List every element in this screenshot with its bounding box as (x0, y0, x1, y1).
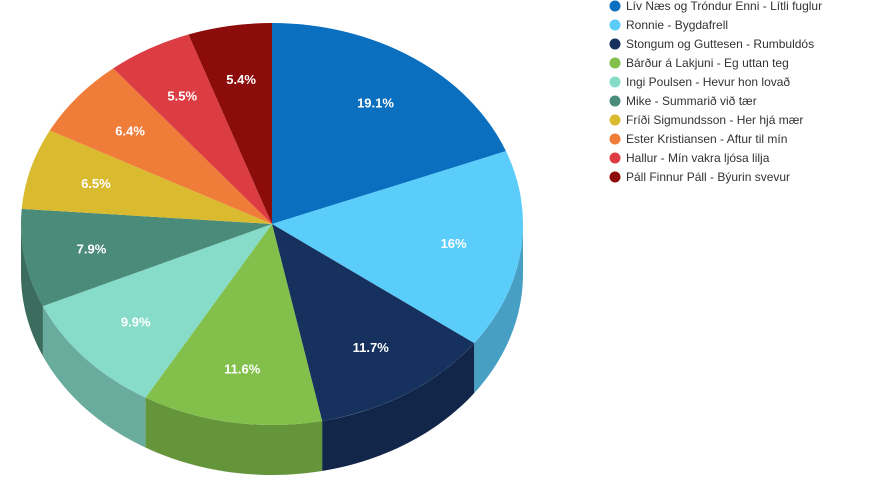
legend-marker (609, 133, 621, 145)
legend-label: Lív Næs og Tróndur Enni - Lítli fuglur (626, 0, 822, 13)
legend-marker (609, 57, 621, 69)
legend-marker (609, 152, 621, 164)
pie-side-3 (145, 397, 323, 475)
legend-item[interactable]: Bárður á Lakjuni - Eg uttan teg (609, 56, 789, 70)
legend-marker (609, 95, 621, 107)
pie-side-5 (21, 224, 43, 357)
slice-data-label: 11.6% (224, 361, 261, 376)
slice-data-label: 19.1% (357, 95, 394, 110)
legend-marker (609, 171, 621, 183)
pie-slice-5[interactable] (20, 208, 273, 307)
pie-slice-7[interactable] (49, 68, 273, 224)
pie-slice-0[interactable] (272, 23, 506, 224)
legend-marker (609, 114, 621, 126)
legend-marker (609, 19, 621, 31)
legend-item[interactable]: Mike - Summarið við tær (609, 94, 757, 108)
legend-item[interactable]: Hallur - Mín vakra ljósa lilja (609, 151, 770, 165)
pie-side-4 (42, 306, 146, 448)
pie-slice-2[interactable] (272, 224, 475, 421)
pie-slices (20, 23, 523, 426)
legend-item[interactable]: Ingi Poulsen - Hevur hon lovað (609, 75, 791, 89)
legend-item[interactable]: Ester Kristiansen - Aftur til mín (609, 132, 788, 146)
legend-marker (609, 0, 621, 12)
legend-label: Ingi Poulsen - Hevur hon lovað (626, 75, 790, 89)
slice-data-label: 5.5% (167, 89, 197, 104)
legend-label: Fríði Sigmundsson - Her hjá mær (626, 113, 803, 127)
legend-label: Bárður á Lakjuni - Eg uttan teg (626, 56, 789, 70)
slice-data-label: 7.9% (77, 242, 107, 257)
pie-side-2 (322, 343, 475, 471)
legend-label: Ronnie - Bygdafrell (626, 18, 728, 32)
legend-item[interactable]: Ronnie - Bygdafrell (609, 18, 729, 32)
legend-label: Páll Finnur Páll - Býurin svevur (626, 170, 790, 184)
slice-data-label: 9.9% (121, 315, 151, 330)
legend-item[interactable]: Páll Finnur Páll - Býurin svevur (609, 170, 791, 184)
pie-slice-9[interactable] (188, 23, 272, 224)
pie-slice-3[interactable] (145, 224, 323, 426)
legend-item[interactable]: Fríði Sigmundsson - Her hjá mær (609, 113, 804, 127)
slice-data-label: 5.4% (226, 72, 256, 87)
pie-slice-1[interactable] (272, 151, 523, 344)
slice-data-label: 6.5% (81, 176, 111, 191)
legend-label: Hallur - Mín vakra ljósa lilja (626, 151, 770, 165)
pie-3d-sides (21, 224, 523, 475)
legend: Lív Næs og Tróndur Enni - Lítli fuglur Ro… (609, 0, 823, 184)
slice-data-label: 11.7% (353, 340, 390, 355)
legend-marker (609, 38, 621, 50)
legend-label: Mike - Summarið við tær (626, 94, 757, 108)
legend-label: Ester Kristiansen - Aftur til mín (626, 132, 787, 146)
legend-item[interactable]: Lív Næs og Tróndur Enni - Lítli fuglur (609, 0, 823, 13)
pie-slice-6[interactable] (21, 130, 273, 225)
pie-slice-4[interactable] (42, 224, 272, 398)
pie-side-1 (474, 224, 523, 394)
legend-marker (609, 76, 621, 88)
legend-label: Stongum og Guttesen - Rumbuldós (626, 37, 814, 51)
pie-slice-8[interactable] (113, 34, 272, 225)
pie-data-labels: 19.1% 16% 11.7% 11.6% 9.9% 7.9% 6.5% 6.4% 5.5% 5.… (77, 72, 467, 376)
slice-data-label: 16% (441, 236, 467, 251)
legend-item[interactable]: Stongum og Guttesen - Rumbuldós (609, 37, 815, 51)
slice-data-label: 6.4% (115, 124, 145, 139)
